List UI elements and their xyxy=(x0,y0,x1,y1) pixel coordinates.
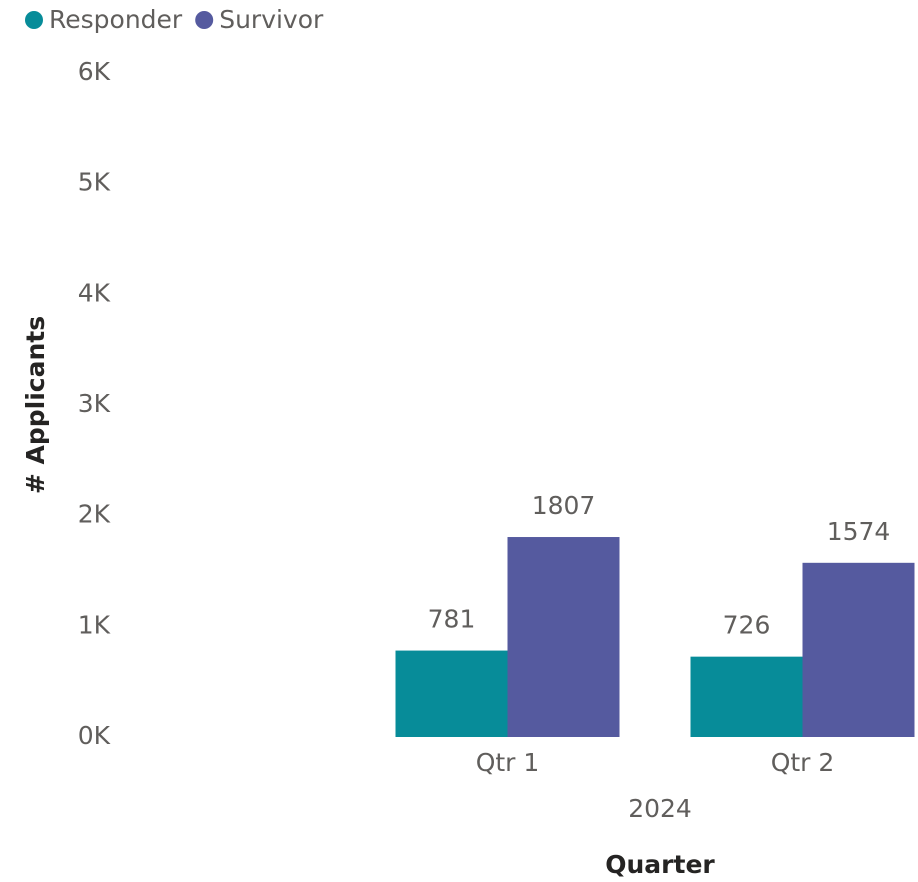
y-tick-label: 2K xyxy=(78,500,111,529)
legend-swatch xyxy=(25,11,43,29)
bar xyxy=(507,537,620,737)
y-axis-title: # Applicants xyxy=(21,316,50,494)
y-tick-label: 0K xyxy=(78,721,111,750)
x-tick-label: Qtr 2 xyxy=(771,748,835,777)
x-tick-label: Qtr 1 xyxy=(476,748,540,777)
bar xyxy=(395,650,508,737)
legend-swatch xyxy=(195,11,214,29)
y-tick-label: 1K xyxy=(78,610,111,639)
y-tick-label: 6K xyxy=(78,57,111,86)
bar xyxy=(690,656,803,737)
data-label: 726 xyxy=(723,611,771,640)
y-tick-label: 5K xyxy=(78,168,111,197)
x-axis-title: Quarter xyxy=(605,850,715,879)
legend-label: Survivor xyxy=(219,5,324,34)
y-tick-label: 3K xyxy=(78,389,111,418)
x-group-label: 2024 xyxy=(628,794,692,823)
data-label: 781 xyxy=(428,605,476,634)
y-tick-label: 4K xyxy=(78,278,111,307)
legend-label: Responder xyxy=(49,5,183,34)
data-label: 1574 xyxy=(827,517,891,546)
data-label: 1807 xyxy=(532,491,596,520)
bar xyxy=(802,562,915,737)
